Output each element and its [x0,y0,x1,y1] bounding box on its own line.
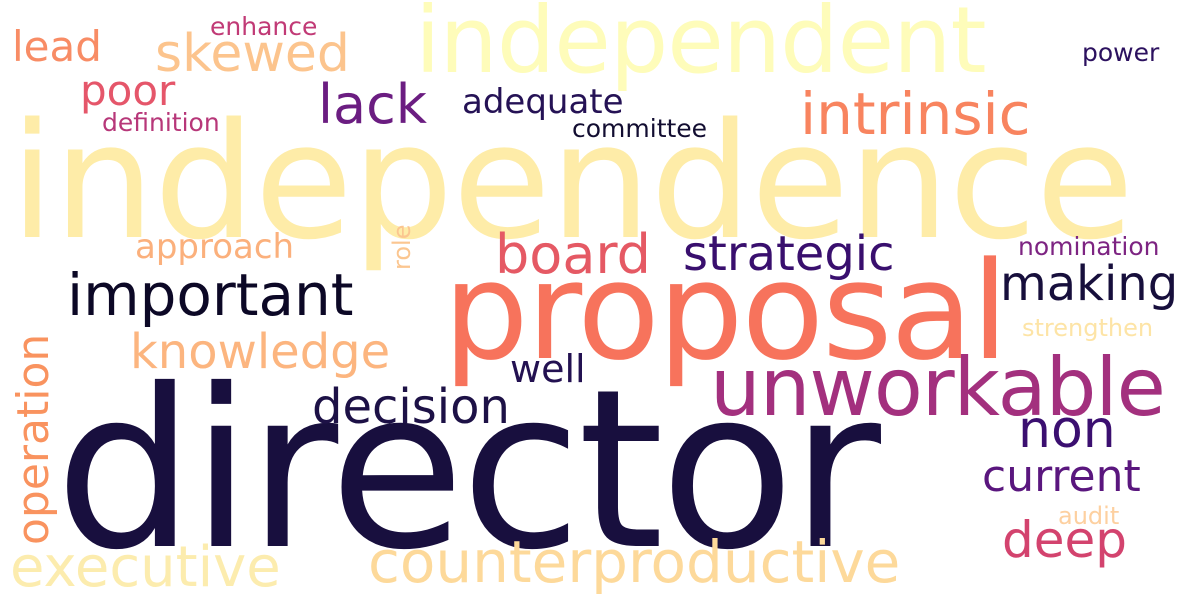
word-deep: deep [1002,511,1127,569]
word-board: board [495,223,651,286]
word-counterproductive: counterproductive [368,528,901,596]
word-unworkable: unworkable [710,341,1166,434]
word-executive: executive [10,535,281,600]
word-nomination: nomination [1018,232,1160,261]
word-strategic: strategic [683,226,895,282]
word-independent: independent [415,0,987,94]
word-independence: independence [10,88,1134,275]
word-knowledge: knowledge [130,324,391,380]
word-role: role [388,224,416,270]
word-non: non [1018,400,1116,460]
word-poor: poor [80,66,176,115]
word-proposal: proposal [443,233,1009,390]
word-making: making [1000,256,1179,312]
word-well: well [510,347,586,391]
word-important: important [67,261,354,329]
word-enhance: enhance [210,12,318,41]
word-current: current [982,451,1141,502]
word-decision: decision [312,379,510,435]
word-committee: committee [572,114,708,143]
word-adequate: adequate [462,82,624,122]
word-skewed: skewed [155,24,350,84]
word-strengthen: strengthen [1022,314,1154,342]
word-audit: audit [1058,502,1120,530]
word-approach: approach [135,227,295,267]
word-power: power [1082,38,1160,67]
word-lead: lead [12,22,102,71]
word-definition: definition [102,108,220,137]
word-lack: lack [318,73,428,136]
word-intrinsic: intrinsic [800,80,1031,148]
word-operation: operation [8,333,59,545]
word-director: director [55,342,881,598]
